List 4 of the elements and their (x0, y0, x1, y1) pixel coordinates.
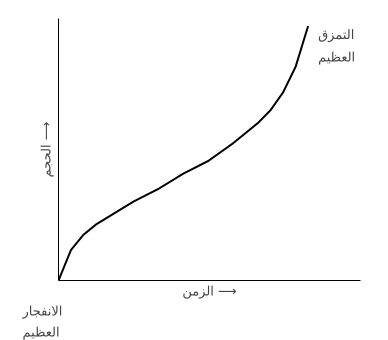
y-axis-title: الحجم ⟶ (40, 122, 54, 178)
text: الانفجار العظيم (22, 304, 62, 340)
x-axis-title: الزمن ⟶ (182, 284, 237, 300)
text: التمزق العظيم (318, 28, 356, 66)
